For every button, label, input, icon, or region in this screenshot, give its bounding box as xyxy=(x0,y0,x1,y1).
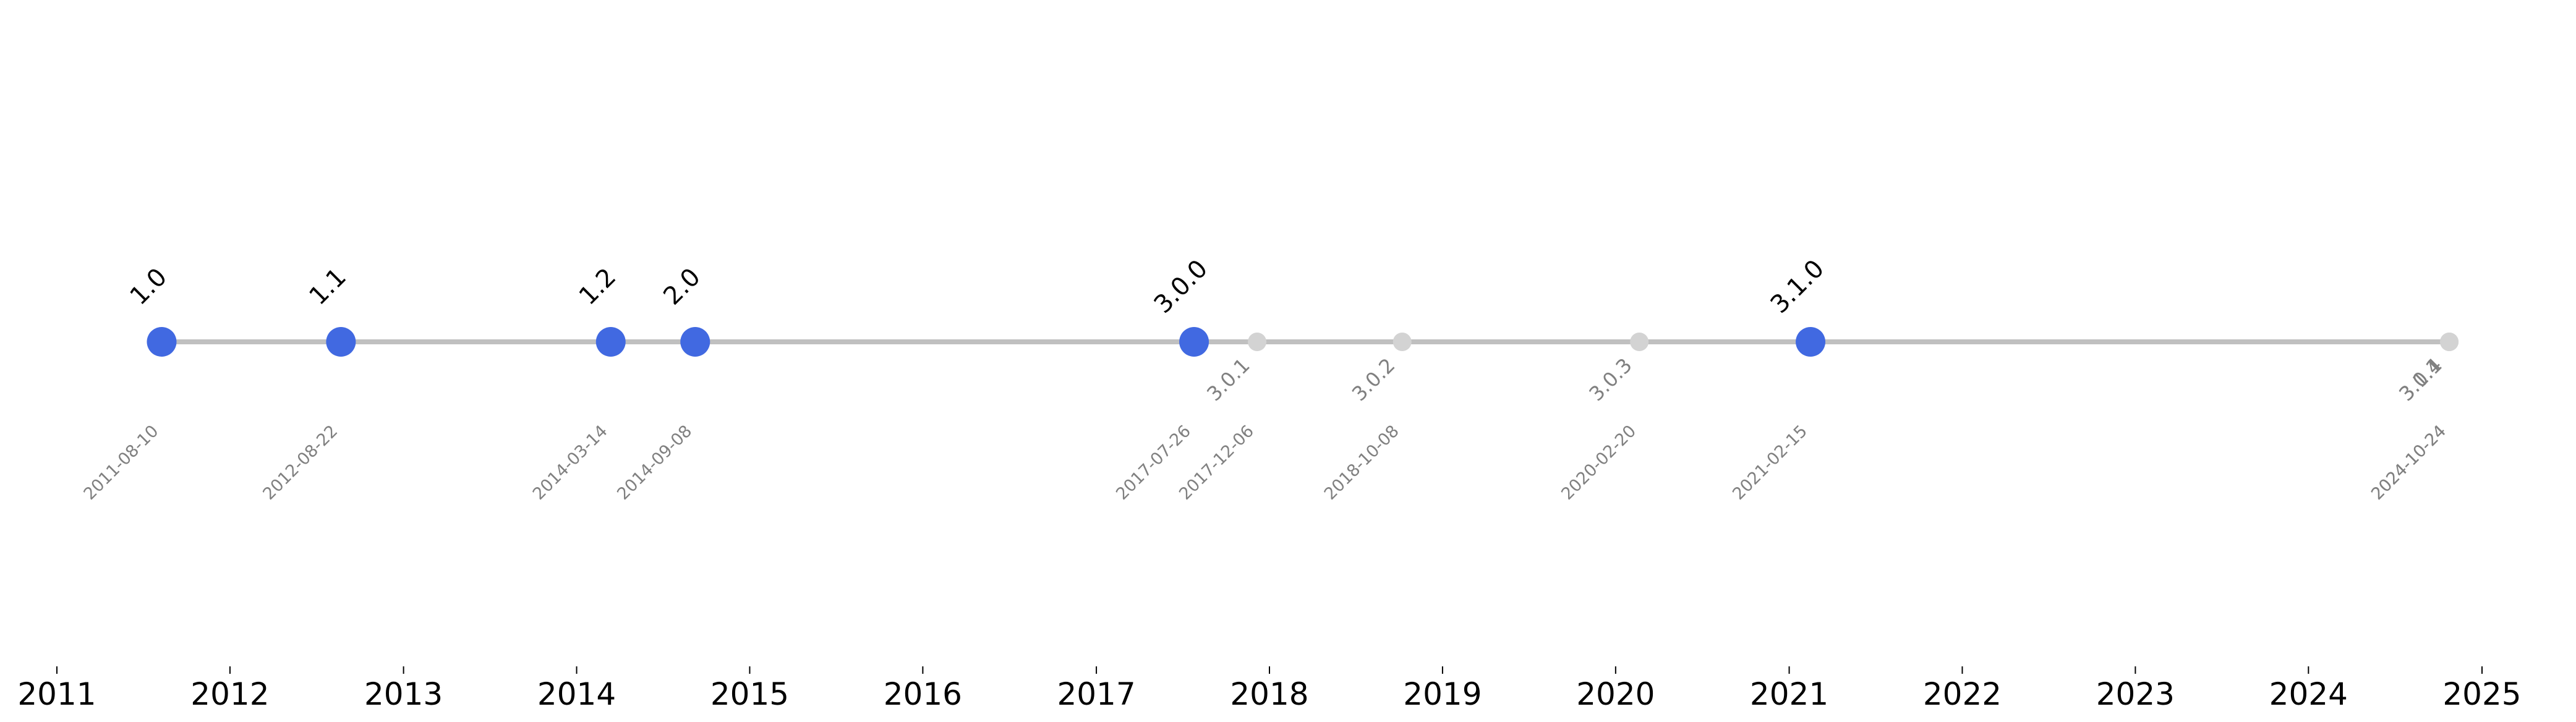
x-tick-label: 2011 xyxy=(17,676,96,712)
major-release-marker xyxy=(680,327,710,357)
date-label: 2024-10-24 xyxy=(2368,422,2450,504)
version-label: 3.0.2 xyxy=(1347,354,1399,406)
x-tick-label: 2018 xyxy=(1230,676,1308,712)
version-label: 3.1.0 xyxy=(1765,255,1830,319)
x-tick-label: 2022 xyxy=(1923,676,2002,712)
x-tick-label: 2020 xyxy=(1576,676,1655,712)
date-label: 2011-08-10 xyxy=(80,422,163,504)
x-tick-label: 2013 xyxy=(364,676,443,712)
minor-release-marker xyxy=(1248,333,1267,351)
release-labels: 1.02011-08-101.12012-08-221.22014-03-142… xyxy=(80,255,2450,504)
version-label: 1.1 xyxy=(304,263,352,311)
x-tick-label: 2025 xyxy=(2442,676,2521,712)
minor-release-marker xyxy=(2440,333,2459,351)
x-tick-label: 2012 xyxy=(190,676,269,712)
major-release-marker xyxy=(1179,327,1209,357)
version-label: 3.0.1 xyxy=(1202,354,1254,406)
date-label: 2014-09-08 xyxy=(613,422,696,504)
major-release-marker xyxy=(147,327,177,357)
version-label: 1.2 xyxy=(574,263,622,311)
x-tick-label: 2019 xyxy=(1403,676,1482,712)
date-label: 2018-10-08 xyxy=(1321,422,1403,504)
date-label: 2014-03-14 xyxy=(529,422,612,504)
date-label: 2021-02-15 xyxy=(1729,422,1811,504)
release-markers xyxy=(147,327,2459,357)
version-label: 1.0 xyxy=(125,263,173,311)
version-label: 3.0.0 xyxy=(1149,255,1213,319)
x-tick-label: 2024 xyxy=(2269,676,2348,712)
major-release-marker xyxy=(326,327,356,357)
minor-release-marker xyxy=(1392,333,1412,351)
x-tick-label: 2016 xyxy=(884,676,962,712)
date-label: 2020-02-20 xyxy=(1558,422,1640,504)
major-release-marker xyxy=(595,327,626,357)
x-tick-label: 2023 xyxy=(2096,676,2175,712)
x-tick-label: 2017 xyxy=(1057,676,1135,712)
x-tick-label: 2014 xyxy=(537,676,616,712)
x-axis: 2011 2012 2013 2014 2015 2016 2017 2018 2019 2020… xyxy=(17,666,2522,712)
x-tick-label: 2021 xyxy=(1750,676,1828,712)
date-label: 2012-08-22 xyxy=(259,422,341,504)
version-label: 3.0.3 xyxy=(1584,354,1636,406)
x-tick-label: 2015 xyxy=(710,676,789,712)
version-label: 3.0.4 xyxy=(2394,354,2446,406)
version-label: 2.0 xyxy=(658,263,706,311)
major-release-marker xyxy=(1796,327,1826,357)
minor-release-marker xyxy=(1630,333,1649,351)
